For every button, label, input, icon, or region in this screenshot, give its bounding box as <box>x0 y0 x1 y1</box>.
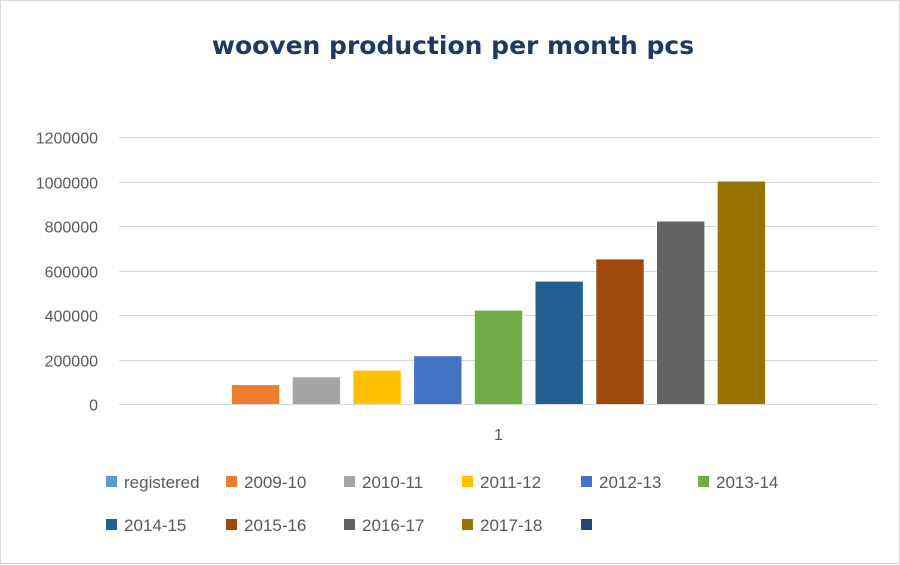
y-tick-label: 1000000 <box>36 176 98 193</box>
y-tick-label: 600000 <box>45 265 98 282</box>
legend-label: 2013-14 <box>716 473 778 492</box>
legend-label: 2011-12 <box>480 473 541 492</box>
bar-2017-18 <box>717 181 766 404</box>
legend-swatch <box>106 476 117 487</box>
bar-2013-14 <box>474 310 523 404</box>
x-tick-label: 1 <box>494 427 503 444</box>
legend-swatch <box>344 519 355 530</box>
legend-label: 2012-13 <box>599 473 661 492</box>
bars <box>231 181 766 404</box>
bar-2011-12 <box>353 370 401 404</box>
legend-swatch <box>344 476 355 487</box>
legend-label: 2016-17 <box>362 516 424 535</box>
legend-label: 2014-15 <box>124 516 186 535</box>
legend-swatch <box>226 476 237 487</box>
legend-label: 2015-16 <box>244 516 306 535</box>
x-axis-tick-labels: 1 <box>494 427 503 444</box>
legend-swatch <box>462 519 473 530</box>
y-tick-label: 400000 <box>45 309 98 326</box>
y-tick-label: 200000 <box>45 354 98 371</box>
legend-label: registered <box>124 473 200 492</box>
bar-2010-11 <box>292 377 341 404</box>
legend-swatch <box>226 519 237 530</box>
chart-title: wooven production per month pcs <box>212 31 694 60</box>
y-tick-label: 0 <box>89 398 98 415</box>
bar-2012-13 <box>414 356 462 404</box>
y-tick-label: 1200000 <box>36 131 98 148</box>
legend-swatch <box>106 519 117 530</box>
legend: registered 2009-10 2010-11 2011-12 2012-13 20… <box>106 473 778 535</box>
bar-2015-16 <box>596 259 644 404</box>
legend-label: 2009-10 <box>244 473 306 492</box>
bar-2014-15 <box>535 281 583 404</box>
legend-label: 2010-11 <box>362 473 423 492</box>
legend-swatch <box>698 476 709 487</box>
legend-swatch <box>581 519 592 530</box>
legend-swatch <box>581 476 592 487</box>
bar-2009-10 <box>231 385 280 404</box>
y-axis-tick-labels: 0 200000 400000 600000 800000 1000000 1200000 <box>36 131 98 415</box>
legend-label: 2017-18 <box>480 516 542 535</box>
y-tick-label: 800000 <box>45 220 98 237</box>
legend-swatch <box>462 476 473 487</box>
bar-2016-17 <box>657 221 705 404</box>
